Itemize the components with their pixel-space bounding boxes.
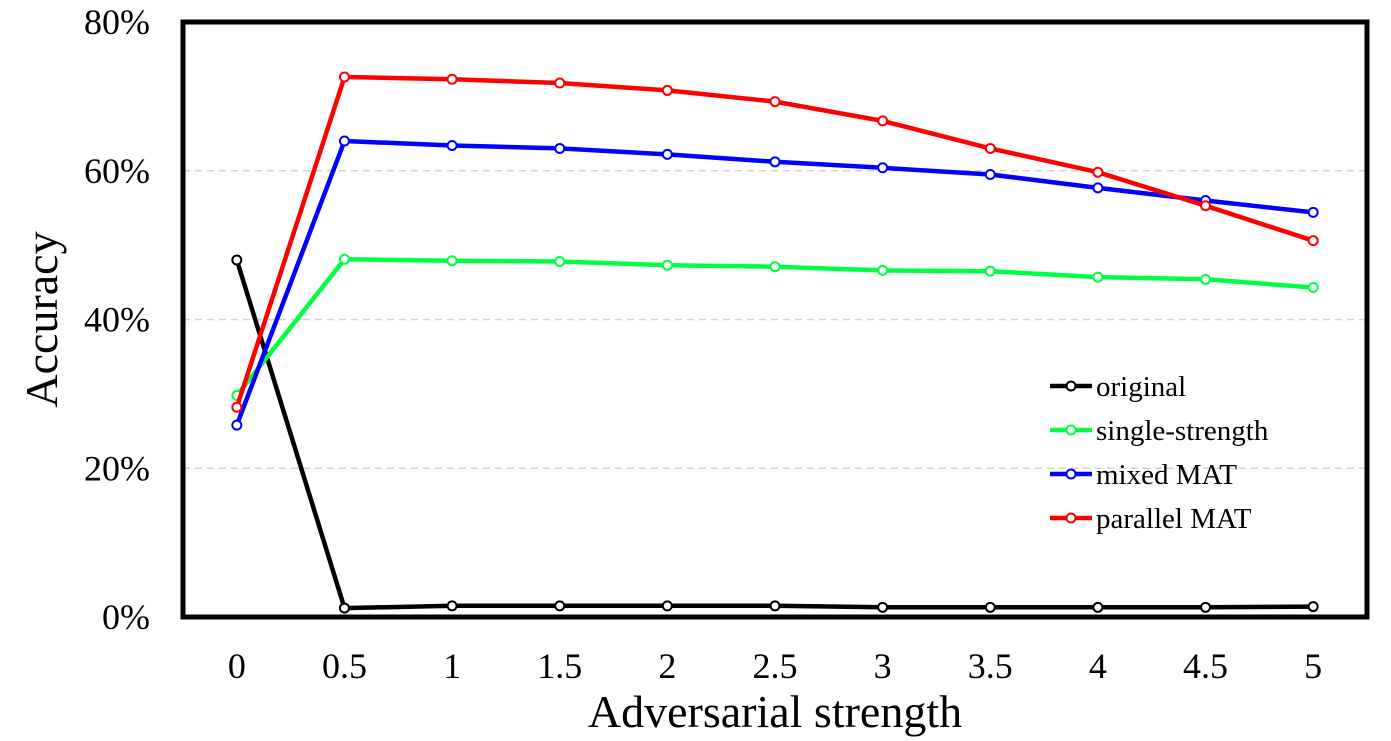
legend-item: parallel MAT	[1050, 503, 1252, 535]
x-tick-label: 1	[443, 646, 461, 686]
data-point	[1307, 206, 1319, 218]
gridlines	[183, 170, 1367, 469]
y-axis-ticks: 0% 20% 40% 60% 80%	[84, 2, 150, 637]
x-tick-label: 5	[1304, 646, 1322, 686]
data-point	[661, 84, 673, 96]
data-point	[769, 96, 781, 108]
data-point	[446, 255, 458, 267]
legend-item: single-strength	[1050, 415, 1269, 447]
data-point	[446, 139, 458, 151]
data-point	[769, 600, 781, 612]
data-point	[769, 261, 781, 273]
series-original	[231, 254, 1319, 614]
series-parallel-mat	[231, 71, 1319, 413]
series-line-parallel-mat	[234, 74, 1314, 408]
y-tick-label: 80%	[84, 2, 150, 42]
legend: original single-strength mixed MAT parallel…	[1050, 371, 1269, 535]
data-point	[769, 156, 781, 168]
x-axis-title: Adversarial strength	[588, 686, 962, 737]
legend-item: original	[1050, 371, 1186, 403]
data-point	[1307, 282, 1319, 294]
data-point	[554, 142, 566, 154]
data-point	[231, 419, 243, 431]
data-point	[554, 77, 566, 89]
data-point	[877, 115, 889, 127]
data-point	[338, 135, 350, 147]
data-point	[338, 602, 350, 614]
data-point	[446, 600, 458, 612]
y-tick-label: 0%	[102, 597, 150, 637]
data-point	[554, 600, 566, 612]
data-point	[554, 255, 566, 267]
data-point	[231, 401, 243, 413]
data-point	[338, 253, 350, 265]
data-point	[984, 601, 996, 613]
data-point	[1200, 273, 1212, 285]
x-tick-label: 4	[1089, 646, 1107, 686]
data-point	[1092, 271, 1104, 283]
x-tick-label: 0.5	[322, 646, 367, 686]
data-point	[661, 600, 673, 612]
y-tick-label: 40%	[84, 300, 150, 340]
data-point	[1307, 601, 1319, 613]
legend-swatch-marker	[1065, 512, 1077, 524]
data-point	[1307, 235, 1319, 247]
series-layer	[231, 71, 1319, 614]
legend-label: single-strength	[1096, 415, 1269, 447]
x-tick-label: 4.5	[1183, 646, 1228, 686]
data-point	[1092, 166, 1104, 178]
data-point	[1092, 601, 1104, 613]
data-point	[1092, 182, 1104, 194]
legend-swatch-marker	[1065, 380, 1077, 392]
y-tick-label: 20%	[84, 448, 150, 488]
x-tick-label: 2	[658, 646, 676, 686]
x-axis-ticks: 0 0.5 1 1.5 2 2.5 3 3.5 4 4.5 5	[228, 646, 1322, 686]
data-point	[661, 148, 673, 160]
data-point	[877, 264, 889, 276]
data-point	[661, 259, 673, 271]
x-tick-label: 2.5	[753, 646, 798, 686]
data-point	[1200, 601, 1212, 613]
data-point	[1200, 200, 1212, 212]
data-point	[877, 162, 889, 174]
data-point	[338, 71, 350, 83]
y-axis-title: Accuracy	[16, 231, 67, 407]
data-point	[984, 168, 996, 180]
data-point	[231, 254, 243, 266]
x-tick-label: 3	[874, 646, 892, 686]
legend-item: mixed MAT	[1050, 459, 1237, 491]
data-point	[984, 265, 996, 277]
legend-label: original	[1096, 371, 1186, 403]
legend-swatch-marker	[1065, 424, 1077, 436]
y-tick-label: 60%	[84, 151, 150, 191]
plot-frame	[180, 19, 1370, 620]
data-point	[984, 142, 996, 154]
data-point	[877, 601, 889, 613]
series-mixed-mat	[231, 135, 1319, 431]
x-tick-label: 1.5	[537, 646, 582, 686]
legend-swatch-marker	[1065, 468, 1077, 480]
legend-label: mixed MAT	[1096, 459, 1237, 491]
x-tick-label: 3.5	[968, 646, 1013, 686]
data-point	[446, 73, 458, 85]
legend-label: parallel MAT	[1096, 503, 1252, 535]
x-tick-label: 0	[228, 646, 246, 686]
